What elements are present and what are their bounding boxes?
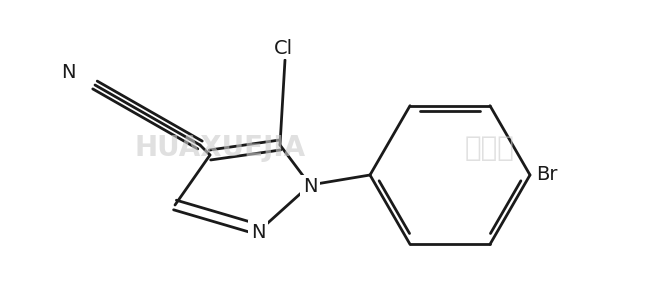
Text: 化学加: 化学加 (465, 134, 515, 162)
Text: Cl: Cl (273, 39, 293, 57)
Text: N: N (303, 177, 318, 197)
Text: Br: Br (536, 166, 557, 184)
Text: HUAXUEJIA: HUAXUEJIA (134, 134, 306, 162)
Text: N: N (251, 222, 265, 242)
Text: N: N (61, 63, 75, 81)
